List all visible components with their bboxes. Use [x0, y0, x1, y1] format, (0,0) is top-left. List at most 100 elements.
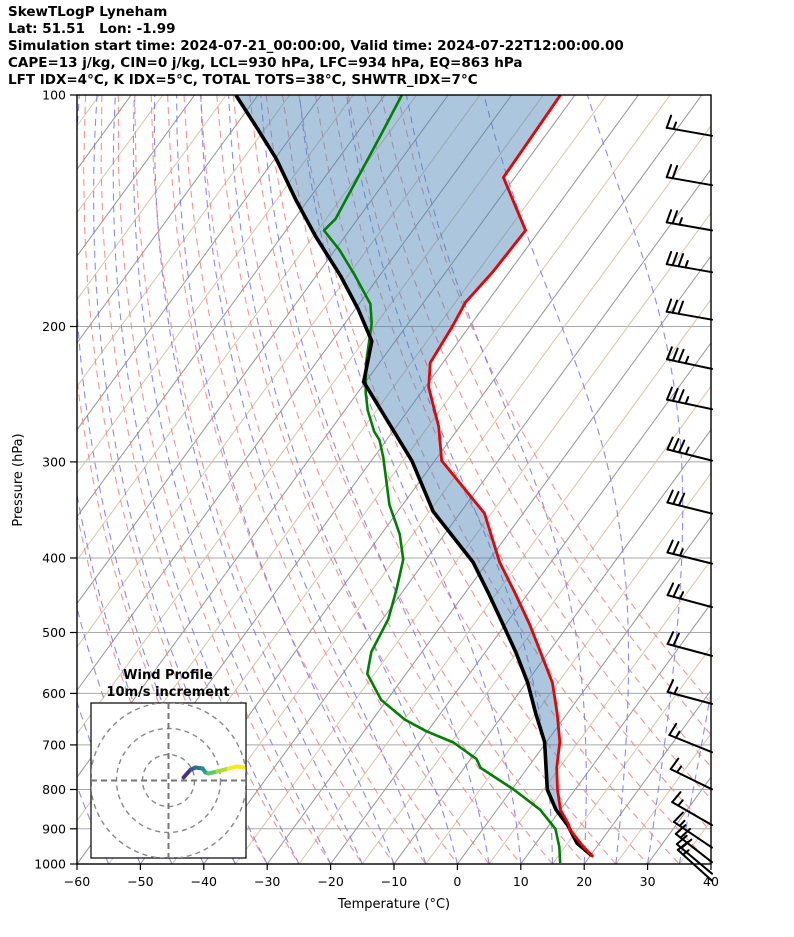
dewpoint-curve	[322, 95, 562, 864]
isotherm-line	[393, 428, 711, 864]
moist-adiabat-line	[405, 95, 587, 864]
x-tick-label: −30	[254, 874, 280, 889]
barb-full-tick	[671, 347, 679, 362]
moist-adiabat-line	[298, 95, 522, 864]
barb-staff	[666, 398, 713, 411]
barb-full-tick	[666, 582, 675, 597]
x-tick-label: −40	[191, 874, 217, 889]
barb-full-tick	[678, 492, 686, 507]
y-tick-label: 900	[42, 821, 66, 836]
plot-header: SkewTLogP Lyneham Lat: 51.51 Lon: -1.99 …	[8, 4, 624, 89]
isotherm-line	[77, 95, 449, 605]
barb-full-tick	[665, 114, 673, 129]
barb-full-tick	[665, 298, 673, 313]
hodograph-subtitle: 10m/s increment	[106, 685, 229, 700]
dry-adiabat-line	[265, 95, 617, 864]
moist-adiabat-line	[260, 95, 490, 864]
hodograph-trace	[181, 764, 246, 780]
minor-isotherm-line	[425, 472, 711, 864]
barb-staff	[666, 551, 713, 565]
dry-adiabat-line	[134, 95, 363, 864]
barb-staff	[666, 448, 713, 462]
barb-full-tick	[671, 165, 679, 180]
dry-adiabat-line	[183, 95, 458, 864]
dry-adiabat-line	[232, 95, 553, 864]
dry-adiabats	[77, 95, 711, 864]
minor-isotherm-line	[77, 95, 544, 735]
isotherm-line	[266, 255, 711, 864]
dry-adiabat-line	[380, 95, 711, 736]
lat-lon-line: Lat: 51.51 Lon: -1.99	[8, 21, 176, 37]
barb-staff	[666, 501, 713, 515]
wind-barb	[666, 582, 713, 609]
barb-full-tick	[671, 299, 679, 314]
wind-barb	[672, 811, 713, 849]
isotherm-line	[77, 95, 322, 431]
profile-curves	[234, 95, 595, 864]
minor-isotherm-line	[678, 819, 711, 864]
barb-staff	[665, 221, 713, 232]
barb-full-tick	[674, 824, 687, 835]
minor-isotherm-line	[171, 124, 711, 864]
x-tick-label: −50	[127, 874, 153, 889]
minor-isotherm-line	[298, 298, 711, 864]
wind-barb	[665, 298, 713, 321]
barb-full-tick	[668, 722, 678, 736]
moist-adiabat-line	[710, 861, 711, 864]
minor-isotherm-line	[488, 559, 711, 864]
wind-barb	[668, 722, 713, 754]
barb-full-tick	[666, 436, 674, 451]
isotherm-line	[710, 863, 711, 864]
barb-half-tick	[679, 591, 685, 600]
y-tick-label: 600	[42, 686, 66, 701]
barb-full-tick	[678, 439, 686, 454]
moist-adiabat-line	[176, 95, 395, 864]
isotherm-line	[77, 95, 513, 692]
barb-half-tick	[673, 686, 679, 695]
barb-full-tick	[677, 300, 684, 315]
moist-adiabat-line	[112, 95, 300, 864]
barb-full-tick	[672, 811, 684, 823]
barb-half-tick	[684, 259, 689, 269]
moist-adiabat-line	[228, 95, 458, 864]
barb-full-tick	[671, 791, 682, 804]
barb-full-tick	[679, 827, 692, 839]
barb-full-tick	[672, 438, 680, 452]
barb-half-tick	[675, 765, 683, 774]
barb-full-tick	[671, 252, 679, 267]
wind-barb	[676, 840, 713, 882]
barb-half-tick	[678, 217, 683, 226]
cape-shading	[235, 95, 569, 826]
x-tick-label: −20	[317, 874, 343, 889]
barb-staff	[665, 310, 713, 321]
plot-title: SkewTLogP Lyneham	[8, 4, 168, 20]
hodograph-title: Wind Profile	[123, 668, 213, 683]
y-tick-label: 1000	[34, 857, 66, 872]
moist-adiabat-line	[200, 95, 427, 864]
dry-adiabat-line	[216, 95, 522, 864]
barb-full-tick	[672, 491, 680, 505]
y-tick-label: 700	[42, 737, 66, 752]
barb-full-tick	[677, 389, 685, 404]
x-axis-ticks: −60 −50 −40 −30 −20 −10 0 10 20 30 40	[64, 864, 719, 889]
barb-half-tick	[679, 548, 684, 557]
wind-barb	[666, 631, 713, 657]
barb-half-tick	[682, 849, 690, 856]
moist-adiabat-line	[483, 95, 630, 864]
x-tick-label: −10	[381, 874, 407, 889]
x-axis-label: Temperature (°C)	[337, 897, 450, 912]
isotherm-line	[77, 95, 386, 518]
stability-indices-line: LFT IDX=4°C, K IDX=5°C, TOTAL TOTS=38°C,…	[8, 72, 478, 88]
barb-staff	[666, 594, 713, 609]
minor-isotherms	[77, 95, 711, 864]
x-tick-label: 10	[513, 874, 529, 889]
barb-half-tick	[684, 355, 690, 365]
barb-full-tick	[675, 834, 688, 846]
sim-time-line: Simulation start time: 2024-07-21_00:00:…	[8, 38, 624, 54]
parcel-curve	[234, 95, 593, 857]
y-tick-label: 100	[42, 88, 66, 103]
barb-full-tick	[669, 757, 680, 771]
barb-full-tick	[677, 253, 684, 268]
barb-full-tick	[665, 251, 673, 266]
